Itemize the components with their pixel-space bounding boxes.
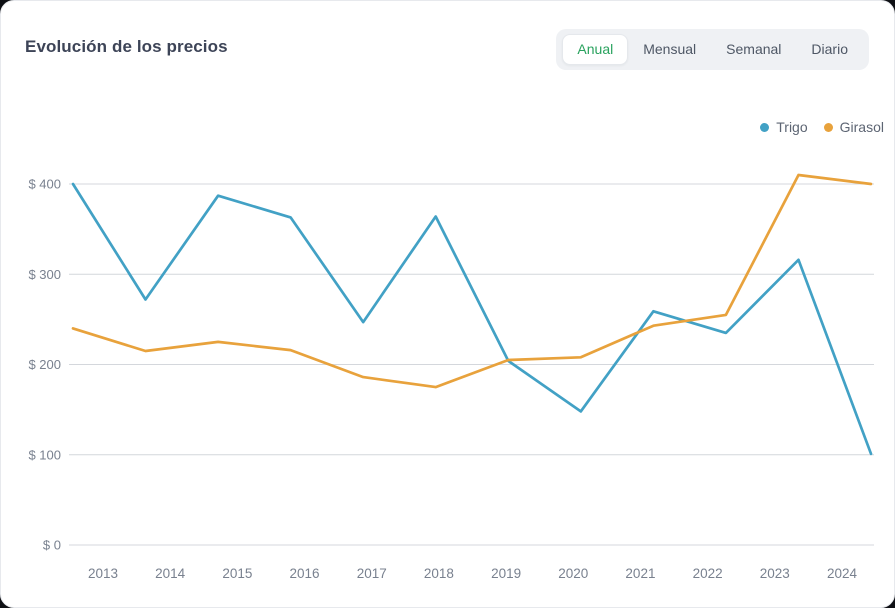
legend-label-girasol: Girasol bbox=[839, 119, 884, 135]
tab-anual[interactable]: Anual bbox=[562, 34, 629, 65]
trigo-line bbox=[71, 182, 873, 456]
x-axis-label: 2022 bbox=[693, 566, 723, 581]
chart-legend: Trigo Girasol bbox=[760, 119, 884, 135]
y-axis-label: $ 200 bbox=[28, 357, 61, 372]
tab-semanal[interactable]: Semanal bbox=[711, 34, 796, 65]
y-axis-label: $ 100 bbox=[28, 447, 61, 462]
x-axis-label: 2020 bbox=[558, 566, 588, 581]
y-axis-label: $ 400 bbox=[28, 177, 61, 192]
legend-label-trigo: Trigo bbox=[776, 119, 808, 135]
girasol-line bbox=[71, 173, 873, 389]
x-axis-label: 2013 bbox=[88, 566, 118, 581]
legend-item-trigo[interactable]: Trigo bbox=[760, 119, 808, 135]
legend-item-girasol[interactable]: Girasol bbox=[823, 119, 884, 135]
x-axis-label: 2015 bbox=[222, 566, 252, 581]
y-axis-label: $ 300 bbox=[28, 267, 61, 282]
x-axis-label: 2016 bbox=[290, 566, 320, 581]
girasol-series-dot-icon bbox=[823, 122, 833, 132]
tab-diario[interactable]: Diario bbox=[796, 34, 863, 65]
trigo-series-dot-icon bbox=[760, 122, 770, 132]
page-title: Evolución de los precios bbox=[25, 37, 228, 56]
x-axis-label: 2014 bbox=[155, 566, 186, 581]
period-tab-group: Anual Mensual Semanal Diario bbox=[556, 29, 869, 70]
x-axis-label: 2021 bbox=[625, 566, 655, 581]
x-axis-label: 2024 bbox=[827, 566, 858, 581]
y-axis-label: $ 0 bbox=[43, 538, 61, 553]
x-axis-label: 2017 bbox=[357, 566, 387, 581]
x-axis-label: 2019 bbox=[491, 566, 521, 581]
x-axis-label: 2018 bbox=[424, 566, 454, 581]
tab-mensual[interactable]: Mensual bbox=[628, 34, 711, 65]
x-axis-label: 2023 bbox=[760, 566, 790, 581]
